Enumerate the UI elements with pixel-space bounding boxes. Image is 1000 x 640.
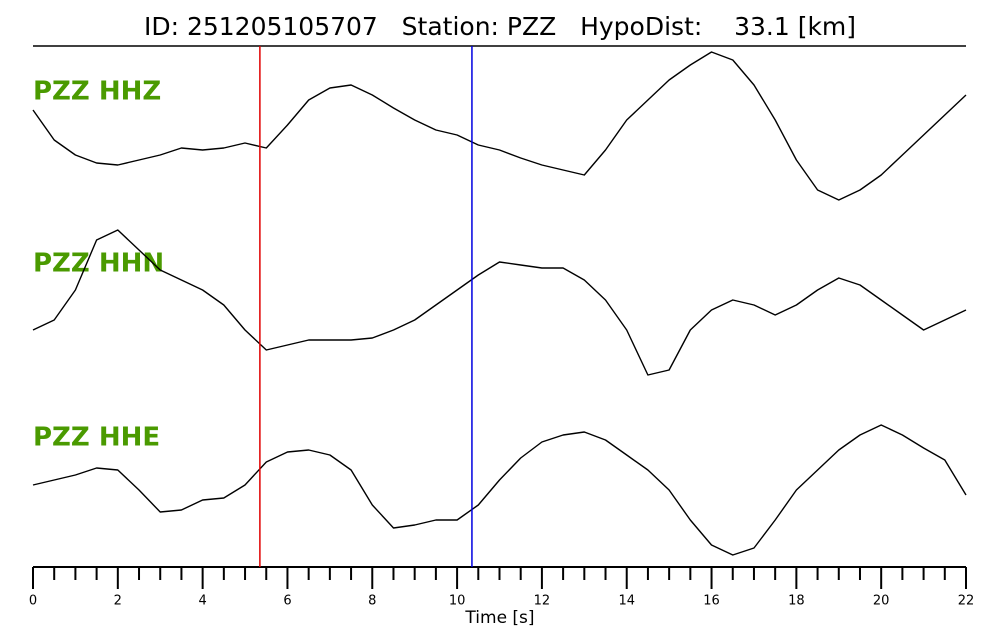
chart-title: ID: 251205105707 Station: PZZ HypoDist: … <box>144 12 856 41</box>
trace-label: PZZ HHN <box>33 249 164 279</box>
waveform <box>32 424 967 556</box>
x-tick-label: 22 <box>958 594 975 609</box>
x-tick-label: 2 <box>114 594 122 609</box>
x-tick-label: 18 <box>788 594 805 609</box>
x-axis-label: Time [s] <box>464 608 534 628</box>
x-tick-label: 20 <box>873 594 890 609</box>
x-tick-label: 6 <box>283 594 291 609</box>
trace-label: PZZ HHE <box>33 423 160 453</box>
x-tick-label: 8 <box>368 594 376 609</box>
waveform <box>32 51 967 201</box>
x-tick-label: 12 <box>534 594 551 609</box>
x-tick-label: 0 <box>29 594 37 609</box>
x-tick-label: 4 <box>198 594 206 609</box>
trace-label: PZZ HHZ <box>33 77 161 107</box>
x-tick-label: 10 <box>449 594 466 609</box>
waveform <box>32 229 967 376</box>
x-tick-label: 14 <box>618 594 635 609</box>
x-tick-label: 16 <box>703 594 720 609</box>
